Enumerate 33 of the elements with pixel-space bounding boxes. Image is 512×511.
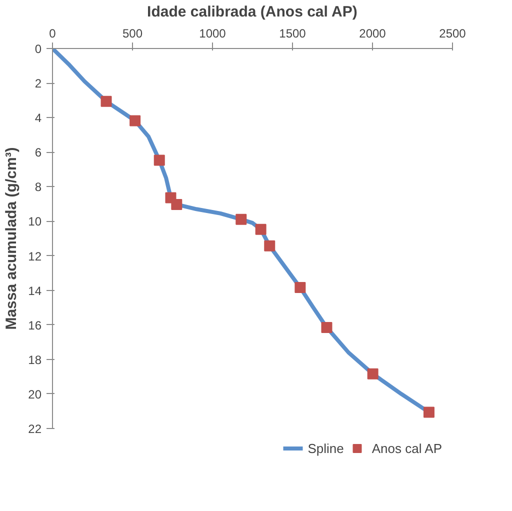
y-tick-label: 20 [28, 387, 42, 402]
point [154, 154, 165, 166]
y-tick-label: 2 [34, 76, 42, 91]
y-axis-title: Massa acumulada (g/cm³) [3, 147, 20, 330]
point [236, 214, 247, 225]
x-tick-label: 500 [122, 26, 143, 40]
y-tick-label: 16 [28, 318, 42, 332]
y-tick-label: 6 [34, 146, 42, 160]
point [255, 224, 266, 235]
y-tick-label: 18 [28, 352, 42, 367]
point [130, 115, 141, 126]
point [264, 240, 276, 252]
x-tick-label: 0 [49, 26, 56, 40]
point [321, 322, 332, 333]
legend-label: Spline [308, 440, 344, 456]
y-tick-label: 4 [34, 111, 42, 126]
legend-label: Anos cal AP [372, 440, 442, 456]
y-tick-label: 14 [28, 284, 42, 298]
point [423, 406, 434, 418]
y-tick-label: 10 [28, 214, 42, 229]
x-tick-label: 1000 [199, 26, 226, 40]
x-axis-title: Idade calibrada (Anos cal AP) [147, 4, 358, 20]
point [171, 198, 182, 210]
y-tick-label: 22 [28, 422, 42, 436]
x-tick-label: 2000 [359, 26, 386, 40]
y-tick-label: 8 [34, 180, 42, 194]
x-tick-label: 1500 [279, 26, 306, 40]
point [294, 282, 306, 294]
point [100, 96, 112, 107]
point [367, 368, 378, 380]
y-tick-label: 12 [28, 249, 42, 264]
x-tick-label: 2500 [439, 26, 466, 40]
y-tick-label: 0 [34, 42, 42, 56]
